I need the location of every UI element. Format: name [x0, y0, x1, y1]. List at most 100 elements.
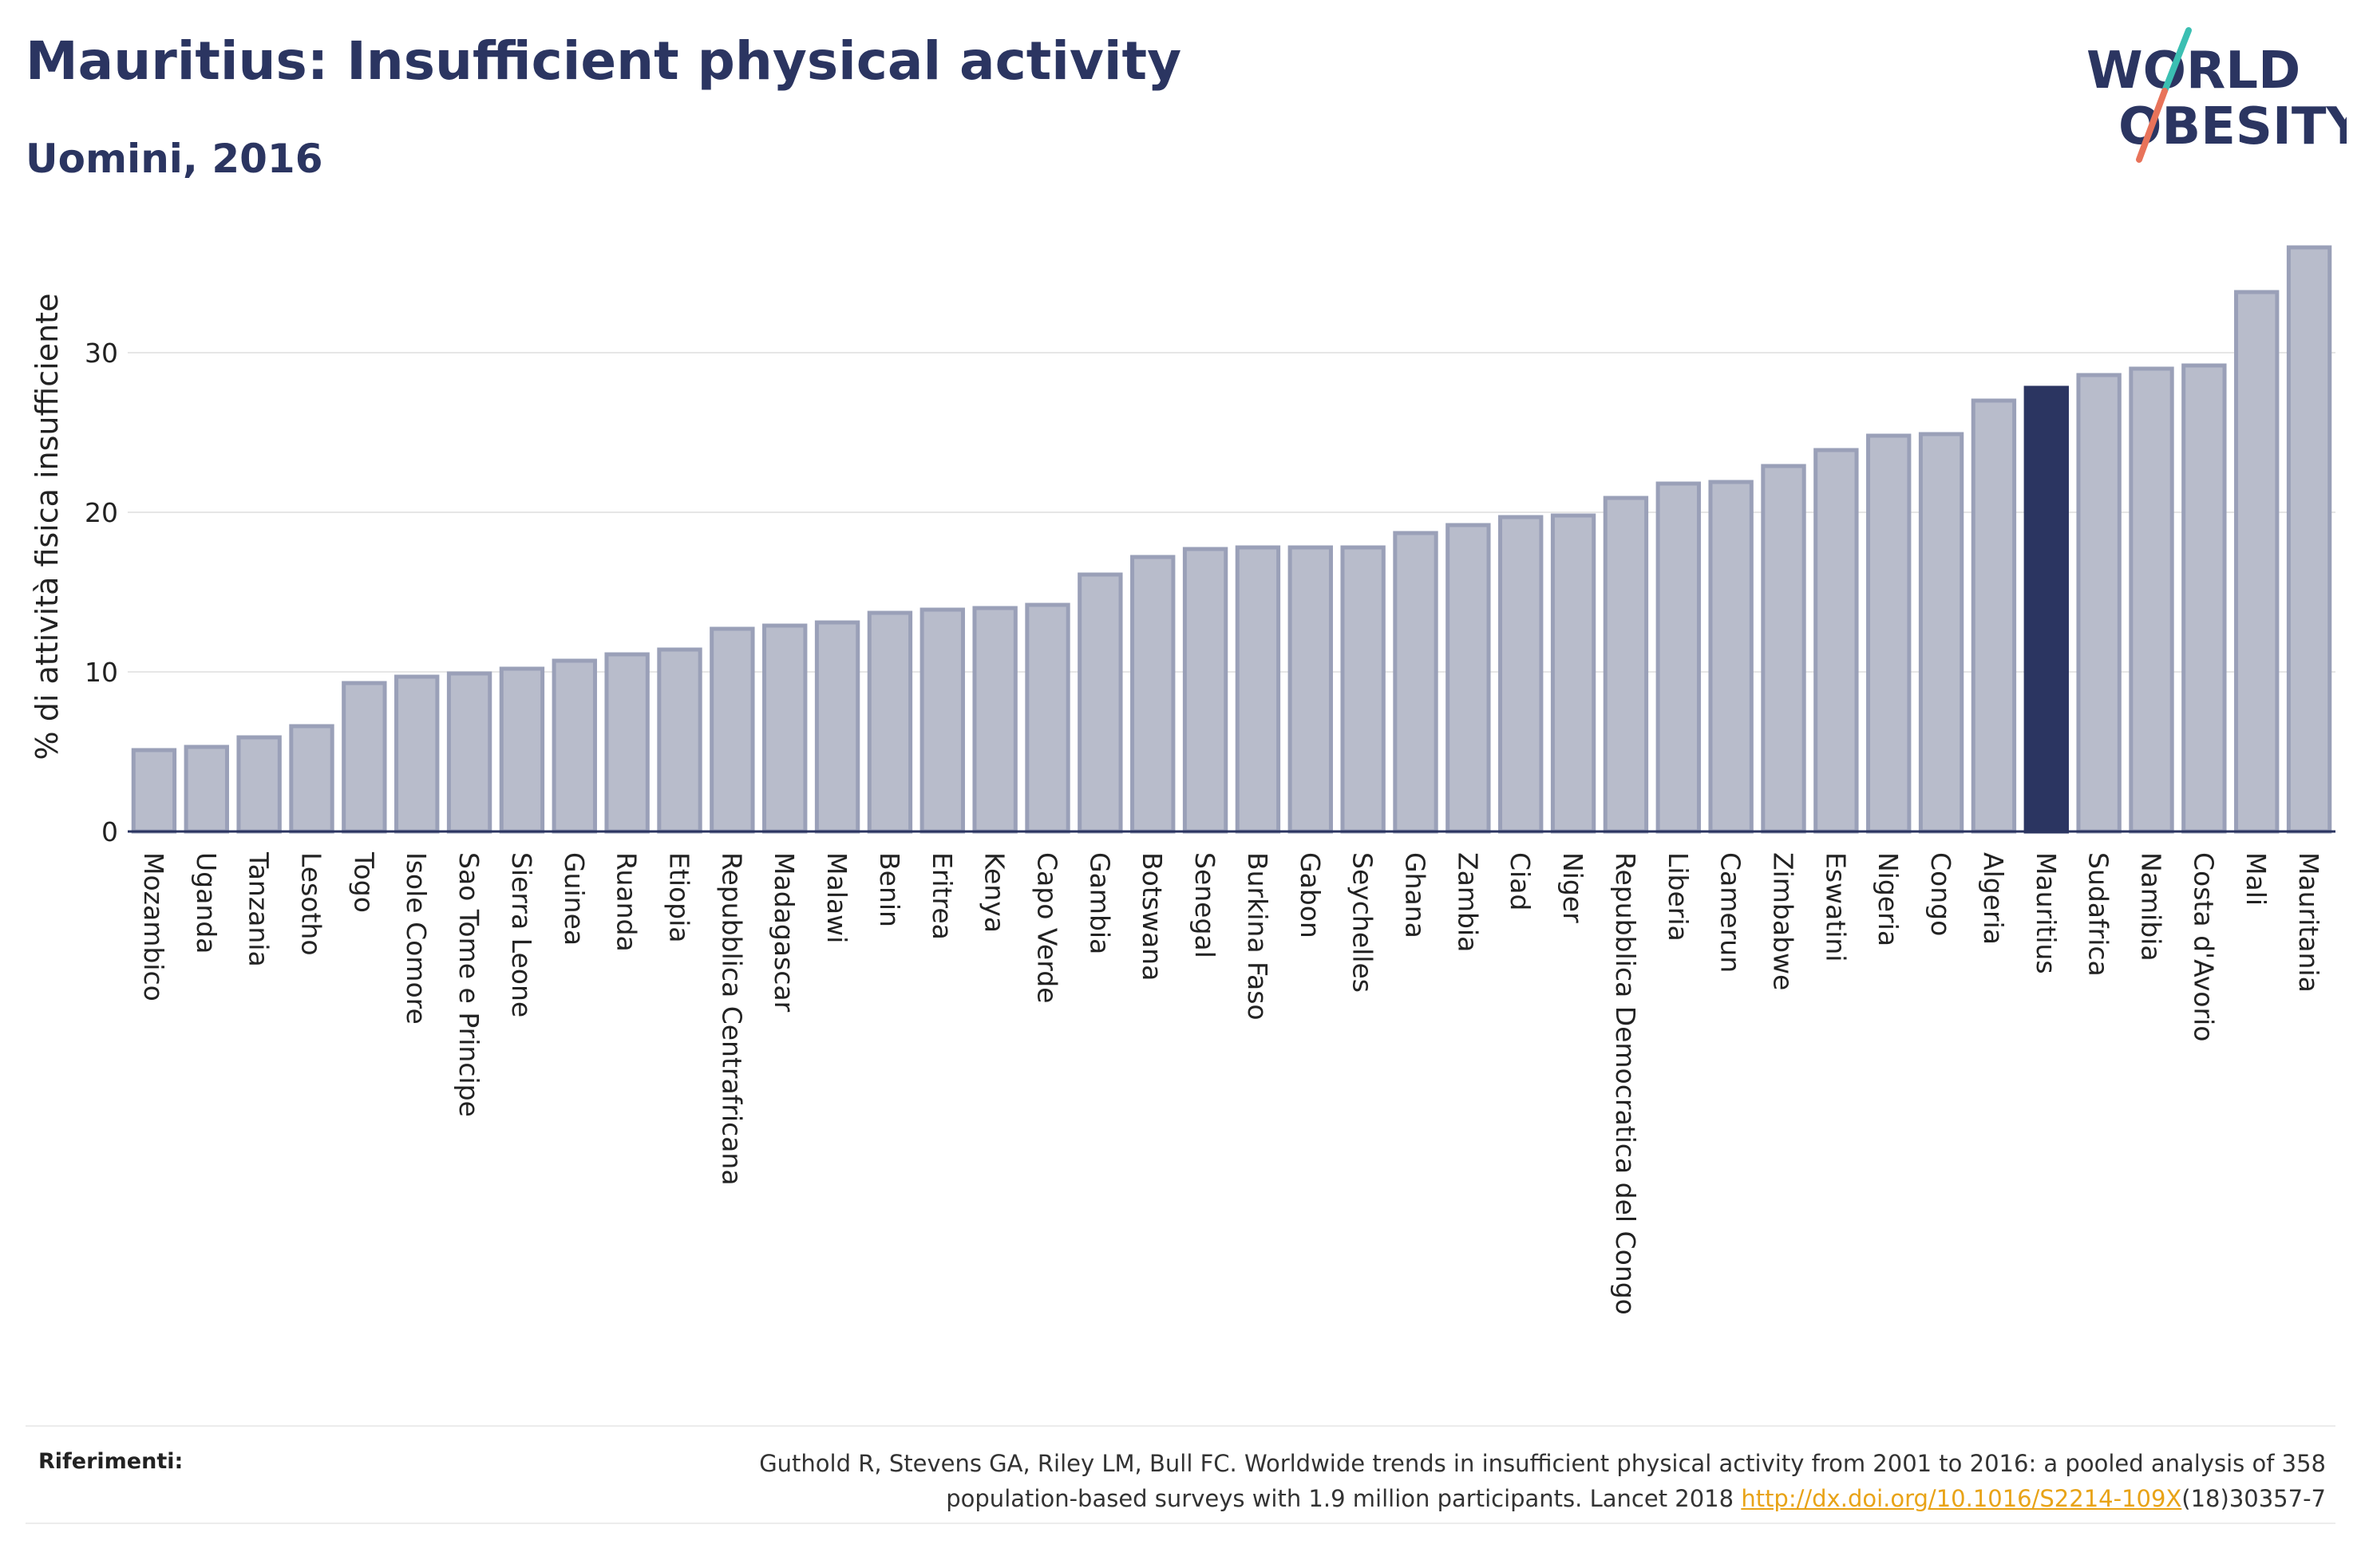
- y-tick-label: 0: [101, 816, 118, 847]
- x-tick-label: Senegal: [1189, 852, 1220, 958]
- bar: [236, 735, 282, 834]
- bar: [1287, 545, 1333, 834]
- x-tick-label: Ruanda: [611, 852, 643, 952]
- x-tick-label: Ghana: [1400, 852, 1431, 938]
- references-line-2-start: population-based surveys with 1.9 millio…: [946, 1485, 1742, 1512]
- bar: [552, 658, 597, 834]
- x-tick-label: Mauritania: [2293, 852, 2324, 993]
- chart-title: Mauritius: Insufficient physical activit…: [26, 30, 1182, 92]
- x-tick-label: Costa d'Avorio: [2188, 852, 2219, 1041]
- bar: [1918, 432, 1964, 834]
- y-tick-label: 10: [85, 657, 118, 688]
- bar: [2181, 363, 2227, 834]
- bar: [814, 620, 860, 834]
- bar: [1550, 513, 1596, 834]
- x-tick-label: Ciad: [1505, 852, 1536, 910]
- logo-slash-coral: [2136, 88, 2168, 163]
- bar: [1761, 464, 1806, 834]
- x-tick-label: Madagascar: [769, 852, 800, 1013]
- references-line-2-end: (18)30357-7: [2181, 1485, 2326, 1512]
- bar: [1498, 515, 1544, 834]
- footer-divider-top: [26, 1425, 2335, 1427]
- x-tick-label: Eritrea: [927, 852, 958, 940]
- doi-link[interactable]: http://dx.doi.org/10.1016/S2214-109X: [1741, 1485, 2182, 1512]
- x-tick-label: Etiopia: [664, 852, 695, 943]
- x-tick-label: Congo: [1925, 852, 1956, 936]
- y-tick-label: 20: [85, 497, 118, 528]
- x-tick-label: Gabon: [1295, 852, 1326, 938]
- bar: [2023, 385, 2069, 834]
- bar: [1445, 523, 1491, 834]
- x-tick-label: Togo: [348, 851, 379, 913]
- x-tick-label: Guinea: [559, 852, 590, 946]
- x-tick-label: Camerun: [1715, 852, 1746, 973]
- references-line-1: Guthold R, Stevens GA, Riley LM, Bull FC…: [759, 1450, 2326, 1477]
- bar: [1025, 602, 1070, 834]
- bar: [604, 652, 650, 834]
- y-axis-label: % di attività fisica insufficiente: [30, 294, 65, 760]
- x-tick-label: Repubblica Democratica del Congo: [1610, 852, 1641, 1315]
- x-tick-label: Zimbabwe: [1768, 852, 1799, 990]
- footer-divider-bottom: [26, 1523, 2335, 1524]
- chart-subtitle: Uomini, 2016: [26, 136, 323, 182]
- x-tick-label: Kenya: [979, 852, 1010, 933]
- bar: [2234, 290, 2280, 834]
- bar: [1182, 547, 1228, 834]
- bar: [710, 626, 755, 834]
- x-tick-label: Uganda: [191, 852, 222, 954]
- logo-line-1: WORLD: [2086, 41, 2300, 101]
- bar: [446, 671, 492, 834]
- bar: [1393, 531, 1438, 834]
- x-tick-label: Benin: [874, 852, 905, 927]
- y-tick-label: 30: [85, 338, 118, 369]
- bar: [1708, 480, 1754, 834]
- bar: [972, 606, 1018, 834]
- bar-chart: 0 10 20 30 % di attività fisica insufficient…: [30, 245, 2335, 1315]
- x-tick-label: Niger: [1557, 852, 1588, 923]
- world-obesity-logo: WORLD OBESITY: [2086, 27, 2347, 163]
- x-tick-label: Sierra Leone: [506, 852, 537, 1017]
- logo-slash-teal: [2161, 27, 2192, 94]
- x-tick-label: Seychelles: [1347, 852, 1378, 993]
- bar: [1603, 496, 1649, 834]
- bar: [657, 647, 702, 834]
- x-tick-label: Sao Tome e Principe: [453, 852, 484, 1117]
- x-tick-label: Liberia: [1663, 852, 1694, 942]
- bar: [762, 623, 808, 834]
- bar: [1078, 572, 1123, 834]
- bar: [867, 610, 913, 834]
- bar: [499, 666, 545, 834]
- x-tick-label: Isole Comore: [401, 852, 432, 1025]
- x-tick-label: Eswatini: [1820, 852, 1851, 962]
- x-tick-label: Zambia: [1452, 852, 1483, 952]
- x-tick-label: Lesotho: [296, 852, 327, 956]
- bar: [131, 748, 177, 834]
- bar: [1655, 481, 1701, 834]
- bar: [1235, 545, 1281, 834]
- bar: [1130, 555, 1176, 834]
- bar: [1813, 448, 1859, 834]
- x-tick-label: Gambia: [1084, 852, 1115, 954]
- references-text: Guthold R, Stevens GA, Riley LM, Bull FC…: [490, 1446, 2326, 1516]
- bar: [2076, 373, 2122, 834]
- bar: [342, 681, 387, 834]
- x-tick-label: Nigeria: [1873, 852, 1904, 946]
- x-tick-label: Malawi: [821, 852, 852, 943]
- x-tick-label: Mauritius: [2031, 852, 2062, 974]
- references-label: Riferimenti:: [38, 1449, 184, 1474]
- bar: [2286, 245, 2332, 834]
- bar: [289, 724, 334, 834]
- x-tick-label: Mali: [2240, 852, 2272, 906]
- bar: [1866, 433, 1912, 834]
- x-tick-label: Tanzania: [243, 851, 275, 967]
- x-tick-label: Botswana: [1137, 852, 1168, 981]
- x-tick-label: Namibia: [2136, 852, 2167, 962]
- x-tick-label: Repubblica Centrafricana: [716, 852, 747, 1186]
- x-tick-label: Algeria: [1978, 852, 2009, 945]
- bar: [184, 745, 229, 834]
- x-tick-label: Mozambico: [138, 852, 169, 1001]
- x-tick-label: Capo Verde: [1032, 852, 1063, 1003]
- bar: [2129, 366, 2174, 834]
- bar: [1340, 545, 1386, 834]
- bar: [1971, 398, 2017, 834]
